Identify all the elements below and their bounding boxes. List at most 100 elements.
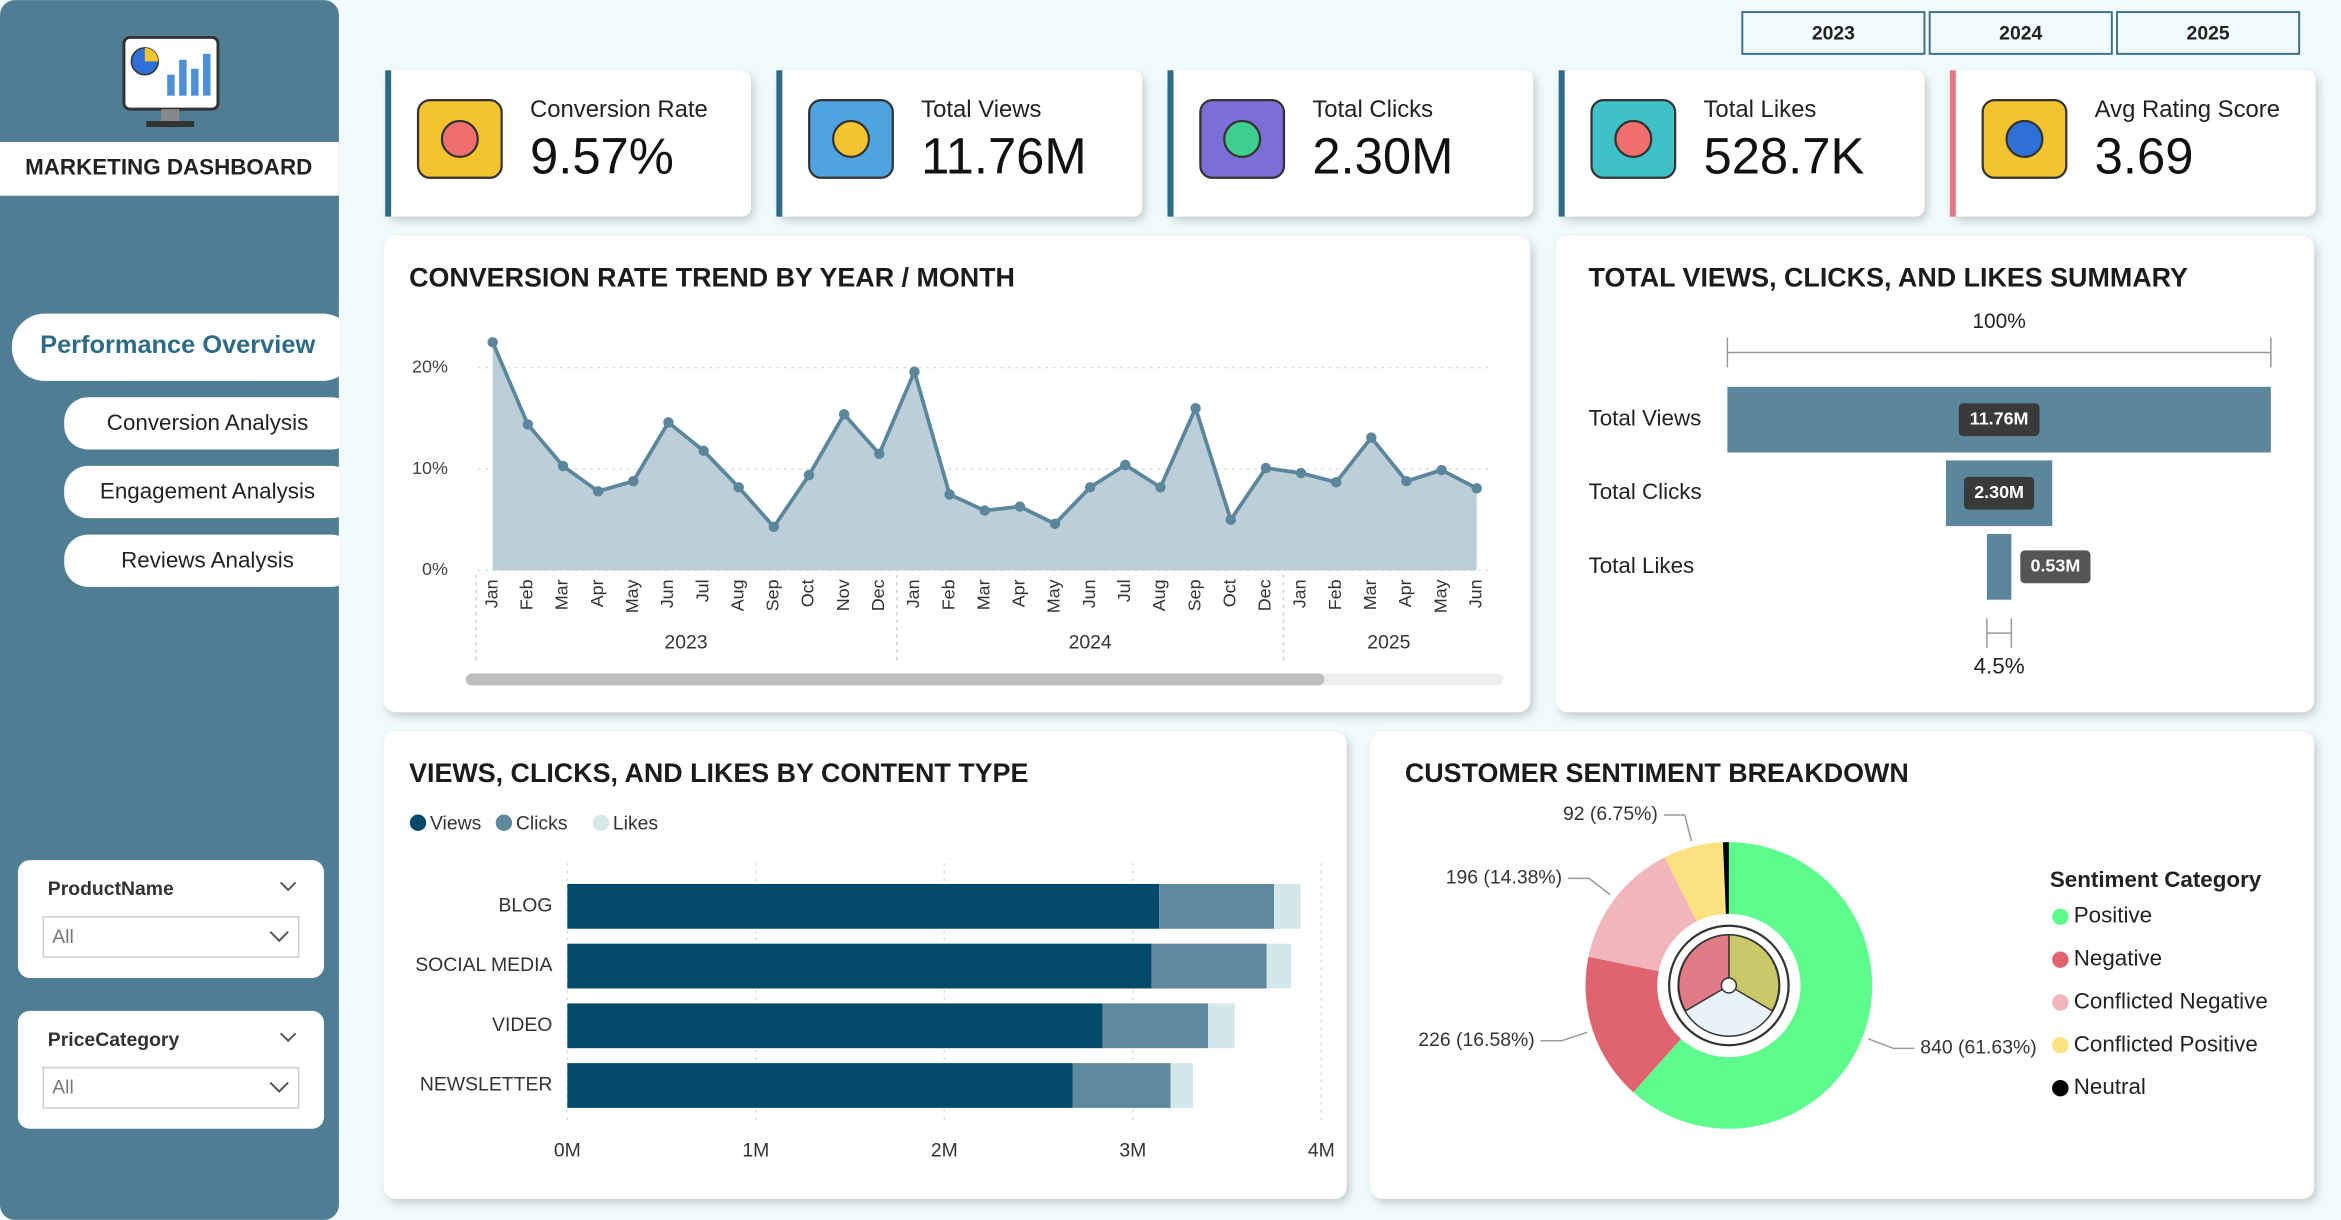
donut-slice — [1722, 842, 1729, 914]
nav-label[interactable]: Reviews Analysis — [121, 547, 294, 572]
point — [768, 521, 780, 533]
category-label: BLOG — [499, 894, 553, 916]
category-label: SOCIAL MEDIA — [415, 954, 552, 976]
x-tick-label: Oct — [1219, 579, 1239, 607]
point — [628, 475, 639, 487]
kpi-accent — [776, 70, 783, 217]
point — [1049, 518, 1061, 530]
leader-line — [1663, 814, 1693, 842]
x-tick-label: 2M — [931, 1139, 958, 1161]
x-tick-label: 1M — [742, 1139, 769, 1161]
kpi-icon-dot — [1614, 119, 1653, 158]
center-icon — [1678, 933, 1730, 1012]
point — [1260, 462, 1272, 474]
kpi-icon-dot — [440, 119, 479, 158]
filter-dropdown[interactable] — [42, 916, 300, 958]
nav-active[interactable] — [11, 313, 356, 381]
donut-slice — [1588, 857, 1697, 972]
kpi-accent — [385, 70, 392, 217]
legend-title: Sentiment Category — [2050, 867, 2262, 892]
center-icon — [1720, 977, 1738, 994]
year-label[interactable]: 2025 — [2187, 23, 2230, 45]
bar-segment — [1274, 883, 1301, 929]
donut-slice — [1664, 842, 1726, 922]
point — [838, 409, 850, 420]
filter-dropdown[interactable] — [42, 1066, 300, 1109]
donut-slice — [1585, 956, 1682, 1093]
trend-card — [383, 236, 1531, 713]
center-icon — [1728, 933, 1780, 1012]
area — [492, 342, 1477, 571]
filter-chevron[interactable] — [279, 881, 297, 892]
x-tick-label: Dec — [1255, 579, 1275, 611]
legend-label: Views — [430, 812, 481, 834]
kpi-icon-dot — [1223, 119, 1262, 158]
point — [909, 366, 920, 377]
data-label: 226 (16.58%) — [1418, 1029, 1534, 1051]
category-label: Total Views — [1589, 406, 1702, 431]
kpi-value: 9.57% — [530, 127, 674, 184]
x-tick-label: Feb — [938, 579, 958, 610]
x-tick-label: Sep — [763, 579, 783, 611]
dropdown-chevron[interactable] — [269, 931, 289, 943]
data-label: 196 (14.38%) — [1446, 867, 1562, 889]
kpi-label: Avg Rating Score — [2095, 96, 2280, 123]
x-tick-label: Jun — [1465, 579, 1485, 608]
filter-chevron[interactable] — [279, 1032, 297, 1043]
sidebar-edge — [338, 298, 357, 598]
kpi-label: Total Likes — [1703, 96, 1816, 123]
bar-segment — [567, 943, 1152, 989]
year-button[interactable] — [1928, 11, 2113, 55]
bar-segment — [1208, 1003, 1235, 1049]
point — [1366, 432, 1377, 443]
year-button[interactable] — [1741, 11, 1926, 55]
nav-label[interactable]: Performance Overview — [40, 331, 315, 359]
filter-label: ProductName — [48, 878, 174, 900]
point — [557, 460, 569, 472]
x-group-label: 2023 — [664, 632, 707, 654]
chart-title: CONVERSION RATE TREND BY YEAR / MONTH — [409, 262, 1015, 292]
nav-label[interactable]: Conversion Analysis — [107, 410, 308, 435]
x-tick-label: Mar — [1360, 579, 1380, 610]
data-label: 0.53M — [2031, 556, 2081, 576]
data-label: 2.30M — [1974, 482, 2024, 502]
funnel-card — [1555, 236, 2315, 713]
scroll-thumb[interactable] — [465, 673, 1325, 686]
chart-title: CUSTOMER SENTIMENT BREAKDOWN — [1405, 758, 1909, 788]
category-label: NEWSLETTER — [420, 1074, 553, 1096]
kpi-value: 3.69 — [2095, 127, 2194, 184]
dashboard-title: MARKETING DASHBOARD — [25, 155, 312, 180]
label-bg — [2020, 550, 2091, 584]
x-group-label: 2024 — [1069, 632, 1112, 654]
nav-button[interactable] — [64, 465, 356, 519]
dropdown-chevron[interactable] — [269, 1081, 289, 1093]
kpi-label: Conversion Rate — [530, 96, 708, 123]
x-tick-label: Jun — [1079, 579, 1099, 608]
point — [1401, 475, 1412, 487]
year-button[interactable] — [2116, 11, 2301, 55]
year-label[interactable]: 2023 — [1812, 23, 1855, 45]
nav-label[interactable]: Engagement Analysis — [100, 479, 315, 504]
x-tick-label: Dec — [868, 579, 888, 611]
kpi-icon-dot — [2005, 119, 2044, 158]
bar-segment — [1072, 1063, 1171, 1108]
point — [522, 419, 534, 430]
legend-label: Neutral — [2074, 1074, 2146, 1099]
legend-label: Conflicted Negative — [2074, 988, 2268, 1013]
x-tick-label: 0M — [554, 1139, 581, 1161]
point — [1295, 467, 1307, 479]
bar-segment — [1159, 883, 1275, 929]
x-tick-label: 4M — [1308, 1139, 1335, 1161]
x-tick-label: 3M — [1119, 1139, 1146, 1161]
kpi-accent — [1167, 70, 1174, 217]
year-label[interactable]: 2024 — [1999, 23, 2042, 45]
point — [1330, 476, 1342, 488]
x-tick-label: Jun — [657, 579, 677, 608]
nav-button[interactable] — [64, 534, 356, 587]
point — [698, 445, 709, 457]
point — [1436, 464, 1447, 476]
nav-button[interactable] — [64, 397, 356, 450]
bar-segment — [567, 1003, 1103, 1049]
x-tick-label: Mar — [552, 579, 572, 610]
category-label: Total Clicks — [1589, 479, 1702, 504]
